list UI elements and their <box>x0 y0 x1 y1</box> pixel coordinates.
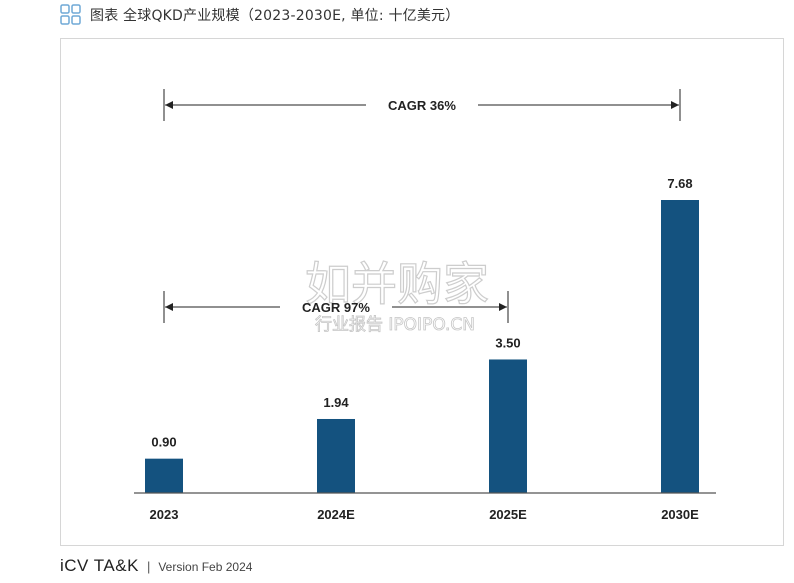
watermark-text: 如并购家 <box>305 257 489 311</box>
footer: iCV TA&K | Version Feb 2024 <box>60 556 252 576</box>
cagr-arrowhead-left <box>165 303 173 311</box>
chart-title: 图表 全球QKD产业规模（2023-2030E, 单位: 十亿美元） <box>90 8 460 24</box>
chart-frame <box>60 38 784 546</box>
cagr-arrowhead-right <box>671 101 679 109</box>
category-label: 2025E <box>489 507 527 522</box>
chart-header: 图表 全球QKD产业规模（2023-2030E, 单位: 十亿美元） <box>60 4 459 26</box>
version-text: Version Feb 2024 <box>158 560 253 574</box>
bar-2030E <box>661 200 699 493</box>
category-label: 2030E <box>661 507 699 522</box>
cagr-label: CAGR 97% <box>302 300 370 315</box>
value-label: 7.68 <box>667 176 692 191</box>
category-label: 2023 <box>150 507 179 522</box>
value-label: 3.50 <box>495 335 520 350</box>
bar-2023 <box>145 458 183 493</box>
cagr-label: CAGR 36% <box>388 98 456 113</box>
cagr-arrowhead-right <box>499 303 507 311</box>
grid-icon <box>60 4 81 25</box>
footer-separator: | <box>146 559 151 574</box>
watermark-subtext: 行业报告 IPOIPO.CN <box>315 315 475 335</box>
brand-logo: iCV TA&K <box>60 556 139 575</box>
value-label: 0.90 <box>151 435 176 450</box>
cagr-arrowhead-left <box>165 101 173 109</box>
bar-2025E <box>489 359 527 493</box>
bar-2024E <box>317 418 355 493</box>
category-label: 2024E <box>317 507 355 522</box>
value-label: 1.94 <box>323 395 349 410</box>
